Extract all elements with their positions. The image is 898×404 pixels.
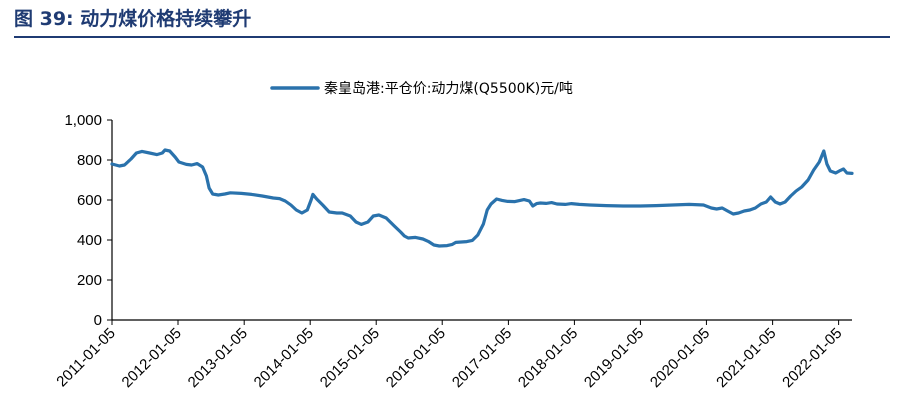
x-tick-label: 2017-01-05 [449,325,515,391]
series-line-coal-price [110,148,854,248]
plot-area [110,148,854,248]
x-tick-label: 2011-01-05 [53,325,118,390]
x-tick-label: 2016-01-05 [383,325,449,391]
x-tick-label: 2015-01-05 [317,325,383,391]
y-tick-label: 800 [77,152,102,169]
y-tick-label: 1,000 [64,112,102,129]
y-axis-ticks: 0 200 400 600 800 1,000 [64,112,112,329]
y-tick-label: 200 [77,272,102,289]
y-tick-label: 400 [77,232,102,249]
x-tick-label: 2021-01-05 [713,325,779,391]
x-tick-label: 2014-01-05 [251,325,317,391]
legend-label: 秦皇岛港:平仓价:动力煤(Q5500K)元/吨 [324,81,573,97]
y-tick-label: 0 [94,312,102,329]
figure-title: 图 39: 动力煤价格持续攀升 [14,8,252,30]
x-tick-label: 2012-01-05 [119,325,185,391]
x-tick-label: 2013-01-05 [185,325,251,391]
title-divider [14,36,890,38]
x-tick-label: 2022-01-05 [779,325,845,391]
y-tick-label: 600 [77,192,102,209]
axes [111,120,852,321]
x-tick-label: 2019-01-05 [581,325,647,391]
x-axis-ticks: 2011-01-05 2012-01-05 2013-01-05 2014-01-05… [53,320,845,391]
legend: 秦皇岛港:平仓价:动力煤(Q5500K)元/吨 [270,81,573,97]
x-tick-label: 2018-01-05 [515,325,581,391]
x-tick-label: 2020-01-05 [647,325,713,391]
